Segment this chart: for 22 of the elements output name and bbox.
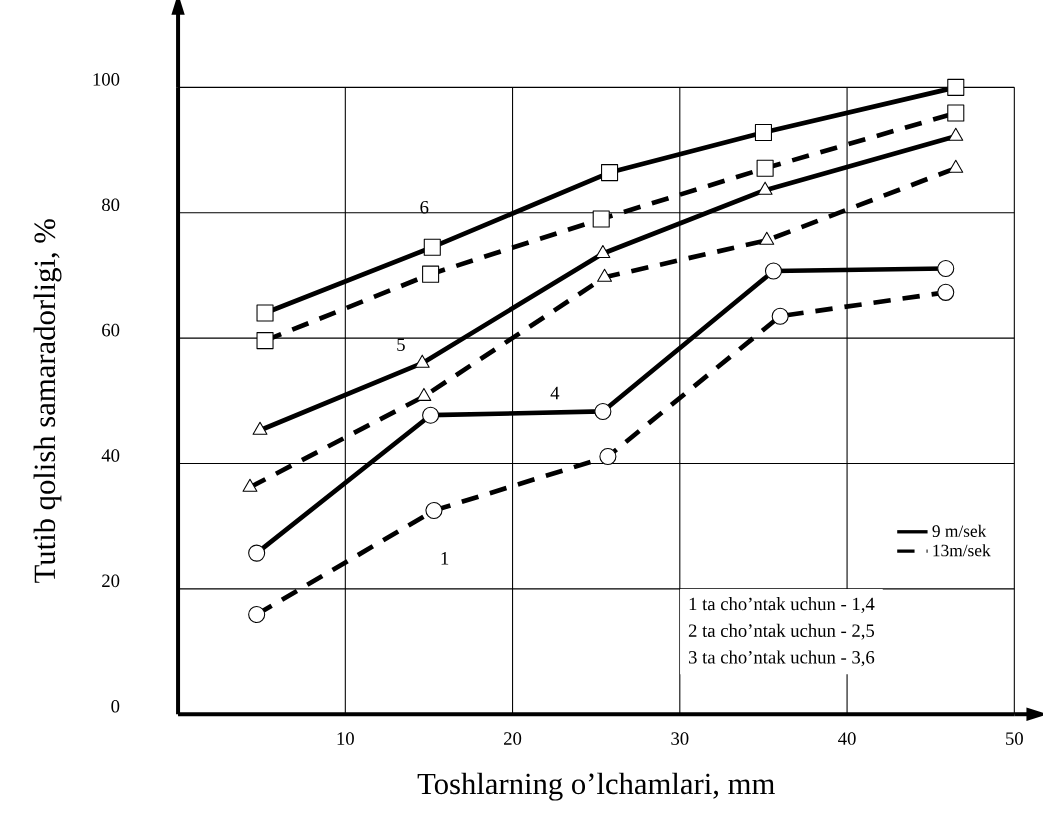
annotation: 3 ta cho’ntak uchun - 3,6: [688, 650, 875, 667]
legend-label: 13m/sek: [933, 544, 991, 557]
y-tick-label: 0: [111, 699, 120, 713]
y-tick-label: 40: [101, 449, 120, 462]
annotation: 5: [397, 338, 405, 351]
y-tick-label: 100: [93, 72, 120, 86]
y-tick-label: 80: [102, 198, 120, 211]
annotation: 2 ta cho’ntak uchun - 2,5: [688, 623, 875, 640]
annotation: 6: [420, 200, 429, 214]
x-axis-title: Toshlarning o’lchamlari, mm: [417, 772, 775, 801]
annotation: 1 ta cho’ntak uchun - 1,4: [689, 596, 875, 613]
y-tick-label: 60: [102, 323, 120, 337]
x-tick-label: 30: [671, 732, 689, 745]
y-axis-title: Tutib qolish samaradorligi, %: [33, 219, 62, 583]
annotation: 4: [550, 386, 560, 400]
x-tick-label: 50: [1006, 732, 1023, 745]
annotation: 1: [441, 551, 449, 565]
x-tick-label: 10: [337, 732, 354, 745]
x-tick-label: 20: [504, 732, 522, 745]
x-tick-label: 40: [838, 732, 856, 745]
legend-label: 9 m/sek: [932, 524, 987, 537]
y-tick-label: 20: [102, 574, 120, 588]
